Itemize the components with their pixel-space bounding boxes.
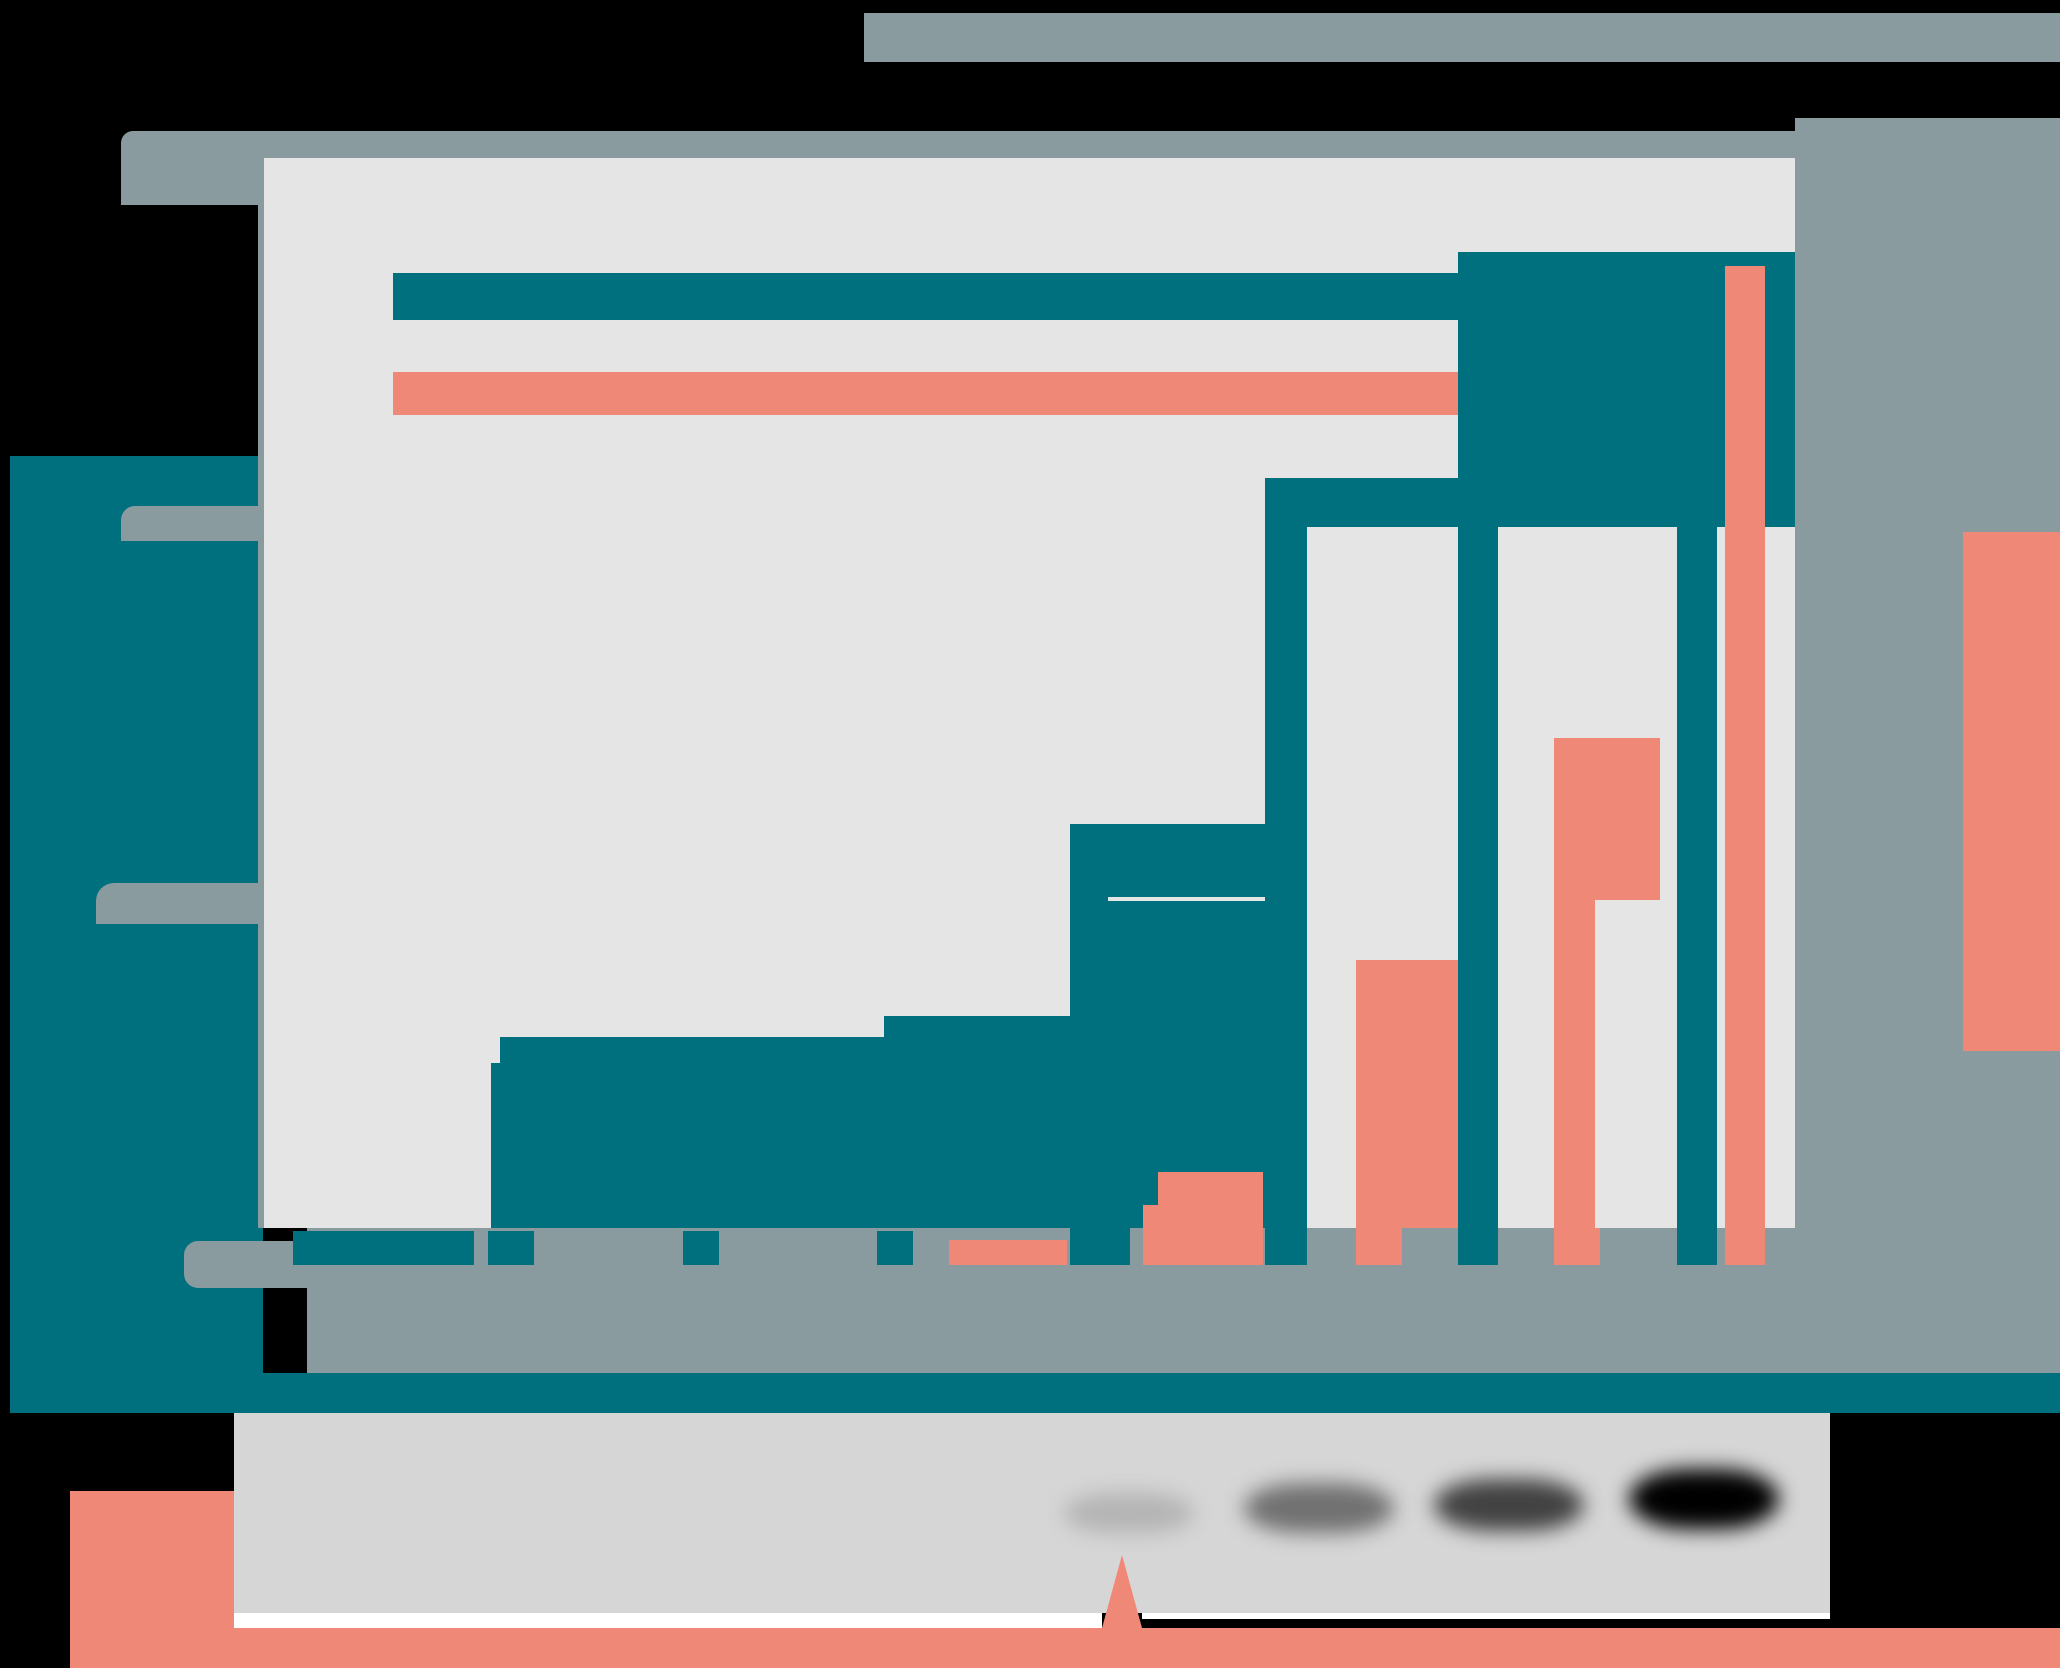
y-tick-0: 0 xyxy=(184,1241,307,1288)
blot-white-bar xyxy=(234,1613,1102,1628)
bar-a-5 xyxy=(1070,824,1270,1228)
y-axis-left-label xyxy=(10,456,263,1393)
bar-a-4 xyxy=(884,1016,1084,1228)
separator-strip xyxy=(10,1373,2060,1413)
x-tick-4 xyxy=(877,1231,913,1265)
plot-top-border xyxy=(263,131,1795,158)
x-tick-5 xyxy=(1070,1228,1130,1265)
x-tick-2 xyxy=(488,1231,534,1265)
x-tick-3 xyxy=(683,1231,719,1265)
bar-a-6-top xyxy=(1265,478,1459,527)
blot-underline xyxy=(70,1628,2060,1668)
x-tick-8b xyxy=(1725,1228,1765,1265)
bar-a-3b xyxy=(500,1037,908,1228)
bar-a-6 xyxy=(1265,478,1307,1228)
bar-b-7-cut xyxy=(1595,900,1677,1228)
chart-title xyxy=(864,13,2060,62)
x-tick-4b xyxy=(949,1240,1067,1265)
blot-band-7 xyxy=(1434,1479,1584,1531)
bar-a-5-gap xyxy=(1108,897,1268,901)
x-tick-1 xyxy=(293,1231,474,1265)
blot-white-bar-right xyxy=(1142,1613,1830,1619)
x-tick-8 xyxy=(1677,1228,1717,1265)
bar-b-6 xyxy=(1356,960,1458,1228)
x-tick-7b xyxy=(1554,1228,1600,1265)
blot-band-8 xyxy=(1629,1469,1779,1529)
x-tick-6b xyxy=(1356,1228,1402,1265)
y-tick-60: 60 xyxy=(121,131,263,205)
x-tick-5b xyxy=(1143,1205,1263,1265)
y-tick-40: 40 xyxy=(121,506,263,541)
y-axis-right-label xyxy=(1963,532,2060,1051)
x-tick-7 xyxy=(1458,1228,1498,1265)
legend-item-series-b: Series B xyxy=(393,372,1458,415)
bar-a-8 xyxy=(1677,252,1717,1228)
blot-band-6 xyxy=(1244,1483,1394,1533)
bar-b-8 xyxy=(1725,266,1765,1228)
blot-band-5 xyxy=(1064,1493,1194,1533)
western-blot xyxy=(234,1413,1830,1613)
legend-item-series-a: Series A xyxy=(393,273,1458,320)
x-tick-6 xyxy=(1265,1228,1307,1265)
y-tick-20: 20 xyxy=(96,883,263,924)
y-axis-line xyxy=(258,158,264,1228)
